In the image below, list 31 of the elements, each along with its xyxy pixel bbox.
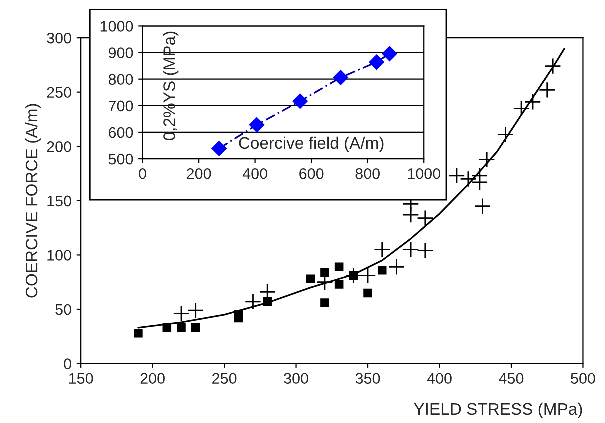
x-axis-title: YIELD STRESS (MPa) bbox=[414, 402, 582, 418]
x-tick-label: 800 bbox=[356, 168, 380, 180]
y-tick-label: 1000 bbox=[100, 21, 134, 32]
y-axis-title: 0,2%YS (MPa) bbox=[163, 32, 179, 140]
y-tick-label: 250 bbox=[47, 87, 72, 98]
y-tick-label: 300 bbox=[47, 32, 72, 44]
x-tick-label: 300 bbox=[284, 373, 308, 384]
x-tick-label: 400 bbox=[427, 373, 452, 384]
y-tick-label: 200 bbox=[47, 142, 72, 152]
x-tick-label: 450 bbox=[499, 373, 524, 384]
y-tick-label: 600 bbox=[109, 127, 134, 138]
y-tick-label: 50 bbox=[56, 304, 72, 316]
x-axis-title: Coercive field (A/m) bbox=[239, 136, 384, 152]
y-axis-title: COERCIVE FORCE (A/m) bbox=[25, 104, 41, 298]
y-tick-label: 900 bbox=[108, 48, 134, 58]
x-tick-label: 0 bbox=[139, 168, 146, 180]
x-tick-label: 400 bbox=[242, 168, 268, 180]
x-tick-label: 1000 bbox=[408, 168, 441, 180]
x-tick-label: 500 bbox=[571, 373, 596, 384]
x-tick-label: 150 bbox=[69, 373, 94, 384]
y-tick-label: 0 bbox=[64, 358, 72, 370]
y-tick-label: 800 bbox=[108, 74, 134, 86]
x-tick-label: 250 bbox=[212, 373, 237, 384]
x-tick-label: 600 bbox=[300, 168, 324, 180]
y-tick-label: 100 bbox=[48, 250, 72, 261]
y-tick-label: 150 bbox=[48, 196, 72, 207]
y-tick-label: 500 bbox=[108, 154, 134, 165]
y-tick-label: 700 bbox=[109, 100, 134, 112]
x-tick-label: 350 bbox=[356, 373, 380, 384]
x-tick-label: 200 bbox=[140, 373, 165, 384]
x-tick-label: 200 bbox=[187, 168, 212, 180]
